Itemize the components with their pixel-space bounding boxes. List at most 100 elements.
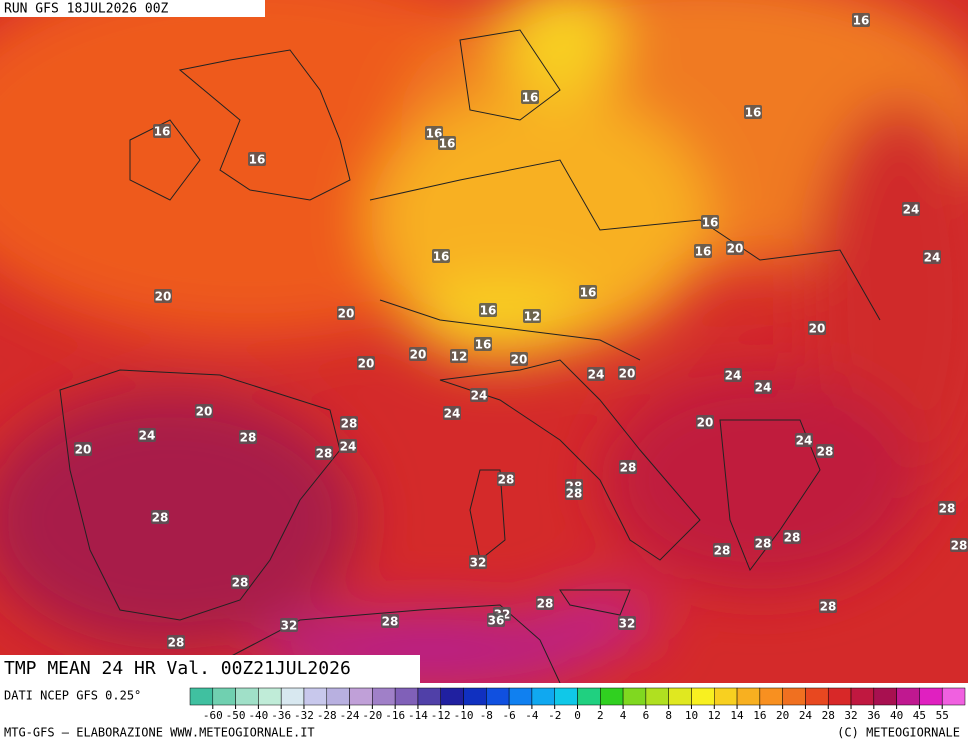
label-box bbox=[754, 380, 772, 394]
temperature-label: 28 bbox=[817, 445, 834, 459]
temperature-label: 16 bbox=[853, 14, 870, 28]
legend-tick-label: -20 bbox=[362, 709, 382, 722]
temperature-label: 20 bbox=[338, 307, 355, 321]
label-box bbox=[469, 555, 487, 569]
label-box bbox=[151, 510, 169, 524]
label-box bbox=[618, 616, 636, 630]
color-cell bbox=[873, 687, 897, 706]
label-box bbox=[280, 618, 298, 632]
legend-tick-label: 45 bbox=[913, 709, 926, 722]
label-box bbox=[536, 596, 554, 610]
temperature-label: 20 bbox=[196, 405, 213, 419]
legend-tick-label: 10 bbox=[685, 709, 698, 722]
label-box bbox=[154, 289, 172, 303]
legend-tick-label: -16 bbox=[385, 709, 405, 722]
color-cell bbox=[189, 687, 214, 706]
label-box bbox=[902, 202, 920, 216]
label-box bbox=[74, 442, 92, 456]
temperature-label: 24 bbox=[471, 389, 488, 403]
temperature-label: 24 bbox=[139, 429, 156, 443]
temperature-label: 24 bbox=[796, 434, 813, 448]
temperature-label: 28 bbox=[537, 597, 554, 611]
legend-tick-label: 40 bbox=[890, 709, 903, 722]
temperature-label: 32 bbox=[619, 617, 636, 631]
temperature-label: 28 bbox=[714, 544, 731, 558]
color-cell bbox=[577, 687, 601, 706]
legend-tick-label: 6 bbox=[643, 709, 650, 722]
temperature-label: 12 bbox=[524, 310, 541, 324]
temperature-label: 16 bbox=[522, 91, 539, 105]
color-cell bbox=[463, 687, 487, 706]
label-box bbox=[724, 368, 742, 382]
temperature-label: 24 bbox=[588, 368, 605, 382]
color-cell bbox=[805, 687, 829, 706]
color-cell bbox=[782, 687, 806, 706]
color-cell bbox=[668, 687, 692, 706]
legend-tick-label: 20 bbox=[776, 709, 789, 722]
label-box bbox=[138, 428, 156, 442]
label-box bbox=[438, 136, 456, 150]
legend-tick-label: 32 bbox=[844, 709, 857, 722]
temperature-label: 20 bbox=[155, 290, 172, 304]
color-cell bbox=[280, 687, 305, 706]
label-box bbox=[497, 472, 515, 486]
legend-tick-label: -8 bbox=[480, 709, 493, 722]
label-box bbox=[315, 446, 333, 460]
label-box bbox=[510, 352, 528, 366]
label-box bbox=[167, 635, 185, 649]
temperature-label: 16 bbox=[249, 153, 266, 167]
temperature-label: 28 bbox=[382, 615, 399, 629]
label-box bbox=[523, 309, 541, 323]
legend-tick-label: -6 bbox=[502, 709, 515, 722]
label-box bbox=[474, 337, 492, 351]
label-box bbox=[783, 530, 801, 544]
color-cell bbox=[508, 687, 533, 706]
temperature-label: 20 bbox=[358, 357, 375, 371]
temperature-label: 20 bbox=[410, 348, 427, 362]
legend-tick-label: -24 bbox=[340, 709, 360, 722]
label-box bbox=[701, 215, 719, 229]
color-cell bbox=[645, 687, 669, 706]
temperature-label: 20 bbox=[511, 353, 528, 367]
color-cell bbox=[531, 687, 555, 706]
color-cell bbox=[759, 687, 783, 706]
label-box bbox=[816, 444, 834, 458]
legend-tick-label: 36 bbox=[867, 709, 880, 722]
temperature-label: 24 bbox=[903, 203, 920, 217]
label-box bbox=[357, 356, 375, 370]
temperature-label: 28 bbox=[820, 600, 837, 614]
temperature-label: 16 bbox=[426, 127, 443, 141]
label-box bbox=[694, 244, 712, 258]
temperature-label: 28 bbox=[152, 511, 169, 525]
temperature-label: 16 bbox=[475, 338, 492, 352]
label-box bbox=[443, 406, 461, 420]
label-box bbox=[744, 105, 762, 119]
copyright: (C) METEOGIORNALE bbox=[837, 726, 960, 740]
legend-tick-label: 14 bbox=[730, 709, 744, 722]
label-box bbox=[337, 306, 355, 320]
legend-tick-label: -28 bbox=[317, 709, 337, 722]
legend-tick-label: -10 bbox=[454, 709, 474, 722]
temperature-label: 16 bbox=[745, 106, 762, 120]
label-box bbox=[340, 416, 358, 430]
temperature-label: 28 bbox=[316, 447, 333, 461]
temperature-label: 28 bbox=[620, 461, 637, 475]
label-box bbox=[587, 367, 605, 381]
color-cell bbox=[486, 687, 510, 706]
label-box bbox=[618, 366, 636, 380]
color-cell bbox=[258, 687, 282, 706]
temperature-label: 16 bbox=[702, 216, 719, 230]
label-box bbox=[195, 404, 213, 418]
color-cell bbox=[919, 687, 943, 706]
label-box bbox=[923, 250, 941, 264]
run-box bbox=[0, 0, 265, 17]
legend-tick-label: -14 bbox=[408, 709, 428, 722]
color-cell bbox=[622, 687, 647, 706]
legend-tick-label: -12 bbox=[431, 709, 451, 722]
label-box bbox=[726, 241, 744, 255]
label-box bbox=[795, 433, 813, 447]
legend-tick-label: 24 bbox=[799, 709, 813, 722]
temperature-label: 32 bbox=[470, 556, 487, 570]
